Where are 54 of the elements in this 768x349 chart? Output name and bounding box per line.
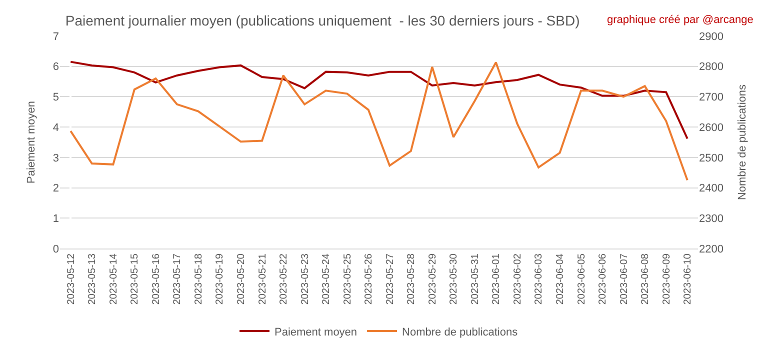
x-tick-label: 2023-05-18 xyxy=(193,253,204,305)
line-series xyxy=(70,61,688,182)
y-tick-label: 4 xyxy=(52,122,59,134)
x-tick-label: 2023-06-02 xyxy=(512,253,524,305)
x-tick-label: 2023-05-13 xyxy=(87,253,98,305)
x-tick-label: 2023-05-15 xyxy=(130,253,141,305)
x-tick-label: 2023-06-04 xyxy=(555,253,566,305)
x-tick-label: 2023-05-28 xyxy=(406,253,418,305)
y-tick-label: 3 xyxy=(52,152,59,164)
y2-tick-label: 2400 xyxy=(699,182,724,195)
x-tick-label: 2023-05-30 xyxy=(448,253,460,305)
x-tick-label: 2023-05-23 xyxy=(300,253,311,305)
y2-tick-label: 2800 xyxy=(699,61,724,74)
chart-title: Paiement journalier moyen (publications uniquement - les 30 derniers jours - SBD) xyxy=(65,12,580,29)
y-tick-label: 6 xyxy=(52,61,59,74)
y-axis-title: Paiement moyen xyxy=(26,100,38,184)
legend-label: Nombre de publications xyxy=(402,326,518,338)
x-tick-label: 2023-06-05 xyxy=(576,253,588,305)
legend-label: Paiement moyen xyxy=(274,326,358,338)
x-tick-label: 2023-06-03 xyxy=(534,253,545,305)
y2-axis-title: Nombre de publications xyxy=(736,84,749,200)
y2-tick-label: 2500 xyxy=(699,152,724,164)
x-tick-label: 2023-05-24 xyxy=(321,253,332,305)
y-tick-label: 0 xyxy=(52,243,59,256)
x-tick-label: 2023-05-19 xyxy=(214,253,226,305)
x-tick-label: 2023-05-26 xyxy=(364,253,375,305)
x-tick-label: 2023-06-09 xyxy=(661,253,672,305)
y2-tick-label: 2300 xyxy=(699,213,724,225)
x-tick-label: 2023-05-25 xyxy=(342,253,354,305)
x-tick-label: 2023-06-07 xyxy=(618,253,630,305)
x-tick-label: 2023-06-06 xyxy=(598,253,609,305)
y-tick-label: 5 xyxy=(52,92,59,104)
line-series xyxy=(70,60,688,140)
x-tick-label: 2023-05-20 xyxy=(236,253,248,305)
x-tick-label: 2023-05-27 xyxy=(384,253,396,305)
y2-tick-label: 2600 xyxy=(699,122,724,134)
x-tick-label: 2023-06-01 xyxy=(491,253,502,305)
y2-tick-label: 2700 xyxy=(699,92,724,104)
y2-tick-label: 2900 xyxy=(699,30,724,43)
y-tick-label: 2 xyxy=(52,182,59,195)
x-tick-label: 2023-05-22 xyxy=(278,253,290,305)
x-tick-label: 2023-05-12 xyxy=(66,253,77,305)
x-tick-label: 2023-05-31 xyxy=(470,253,481,305)
y-tick-label: 1 xyxy=(52,213,59,225)
x-tick-label: 2023-05-14 xyxy=(108,253,120,305)
x-tick-label: 2023-06-08 xyxy=(640,253,652,305)
y2-tick-label: 2200 xyxy=(699,243,724,256)
y-tick-label: 7 xyxy=(52,30,59,43)
x-tick-label: 2023-05-21 xyxy=(257,253,268,305)
x-tick-label: 2023-05-17 xyxy=(172,253,184,305)
x-tick-label: 2023-05-29 xyxy=(427,253,438,305)
x-tick-label: 2023-05-16 xyxy=(150,253,162,305)
text: graphique créé par @arcange xyxy=(607,14,754,26)
x-tick-label: 2023-06-10 xyxy=(682,253,694,305)
